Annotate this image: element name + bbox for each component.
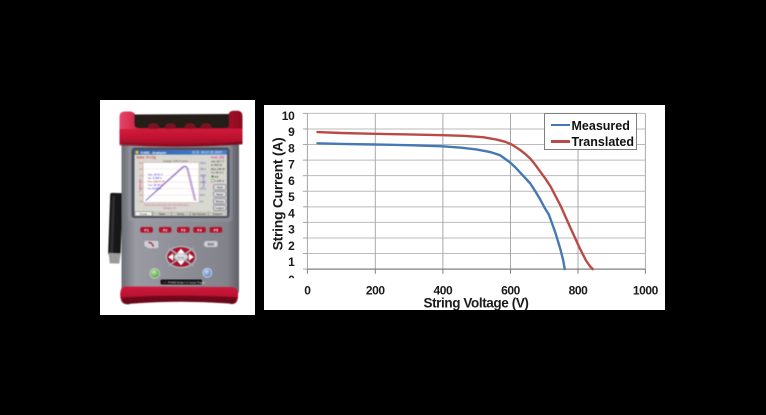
svg-text:0.0 5.0 10.0 15.0 20.0 2: 0.0 5.0 10.0 15.0 20.0 25.0 30.0 35.0 40…: [144, 203, 189, 206]
svg-text:Verify: Verify: [177, 212, 185, 216]
svg-text:PV: PV: [215, 174, 219, 178]
svg-text:Mpp 238 W: Mpp 238 W: [211, 166, 225, 170]
svg-text:8: 8: [288, 141, 295, 155]
svg-text:Logon: Logon: [216, 206, 225, 210]
svg-text:Set Sensor: Set Sensor: [192, 212, 206, 216]
svg-text:F4: F4: [197, 228, 202, 232]
svg-text:Voc: 40.51 V: Voc: 40.51 V: [148, 172, 163, 176]
svg-text:200: 200: [365, 284, 385, 298]
svg-text:String Voltage (V): String Voltage (V): [423, 295, 528, 310]
svg-text:250.0: 250.0: [200, 167, 207, 170]
svg-text:100.0: 100.0: [200, 187, 207, 190]
svg-text:400: 400: [433, 284, 453, 298]
svg-text:String Current (A): String Current (A): [269, 138, 285, 251]
svg-text:300.0: 300.0: [200, 162, 207, 165]
svg-text:Charge I-V/P-V curve: Charge I-V/P-V curve: [163, 158, 188, 162]
svg-text:Save: Save: [216, 192, 223, 196]
svg-text:10: 10: [281, 109, 294, 123]
svg-text:4: 4: [288, 206, 295, 220]
svg-text:F3: F3: [181, 228, 185, 232]
svg-text:8.0: 8.0: [139, 167, 143, 170]
svg-text:Irrad. [W]: Irrad. [W]: [211, 155, 224, 159]
svg-text:Curve: Curve: [140, 212, 148, 216]
svg-text:7: 7: [288, 158, 295, 172]
svg-text:150.0: 150.0: [200, 180, 207, 183]
svg-text:Current (A): Current (A): [138, 179, 142, 192]
svg-text:9.0: 9.0: [139, 162, 143, 165]
svg-text:200.0: 200.0: [200, 174, 207, 177]
svg-text:Isc: 8.988 A: Isc: 8.988 A: [148, 176, 162, 180]
svg-text:600: 600: [501, 284, 521, 298]
svg-text:F5: F5: [214, 228, 218, 232]
svg-text:1000: 1000: [632, 284, 658, 298]
svg-text:2: 2: [288, 239, 295, 253]
svg-text:800: 800: [568, 284, 588, 298]
svg-text:0: 0: [304, 284, 311, 298]
svg-text:Vdc 38.7 V: Vdc 38.7 V: [211, 159, 224, 163]
svg-text:Tm 45.2 C: Tm 45.2 C: [211, 170, 224, 174]
svg-text:ESC: ESC: [208, 242, 215, 246]
svg-text:0.0: 0.0: [200, 200, 204, 203]
svg-text:9: 9: [288, 125, 295, 139]
svg-text:3.0: 3.0: [139, 187, 143, 190]
svg-text:Table: Table: [159, 212, 166, 216]
svg-text:0.0: 0.0: [139, 200, 143, 203]
svg-text:6.0: 6.0: [139, 174, 143, 177]
svg-text:IV400 - Analyzer: IV400 - Analyzer: [141, 150, 168, 154]
svg-text:Im: 8.528 A: Im: 8.528 A: [148, 186, 161, 190]
svg-text:Test: Test: [217, 185, 223, 189]
svg-text:I-V/P-V: I-V/P-V: [215, 178, 224, 182]
svg-text:3: 3: [288, 223, 295, 237]
svg-text:Enter: Enter: [178, 255, 185, 259]
svg-text:Pm: 238.47 W: Pm: 238.47 W: [148, 179, 165, 183]
svg-text:1: 1: [288, 255, 295, 269]
svg-text:5.0: 5.0: [139, 180, 143, 183]
svg-text:Irr 845 W: Irr 845 W: [211, 163, 223, 167]
svg-text:6: 6: [288, 174, 295, 188]
svg-text:Voltage (V): Voltage (V): [163, 205, 176, 209]
svg-text:PV400 Solar I-V Curve Tracer: PV400 Solar I-V Curve Tracer: [168, 280, 205, 284]
svg-text:2.0: 2.0: [139, 193, 143, 196]
svg-text:System: System: [213, 212, 223, 216]
svg-text:Vm: 28.38 V: Vm: 28.38 V: [148, 183, 163, 187]
svg-text:5: 5: [288, 190, 295, 204]
svg-text:Reset: Reset: [216, 199, 224, 203]
svg-text:Power (W): Power (W): [202, 174, 206, 186]
svg-text:50.0: 50.0: [200, 193, 205, 196]
svg-text:F1: F1: [144, 228, 148, 232]
svg-text:HT: HT: [163, 280, 167, 284]
svg-text:09:37:25 15/07: 09:37:25 15/07: [201, 150, 222, 154]
svg-text:F2: F2: [163, 228, 167, 232]
svg-text:Make: IV-Chg: Make: IV-Chg: [137, 155, 157, 159]
